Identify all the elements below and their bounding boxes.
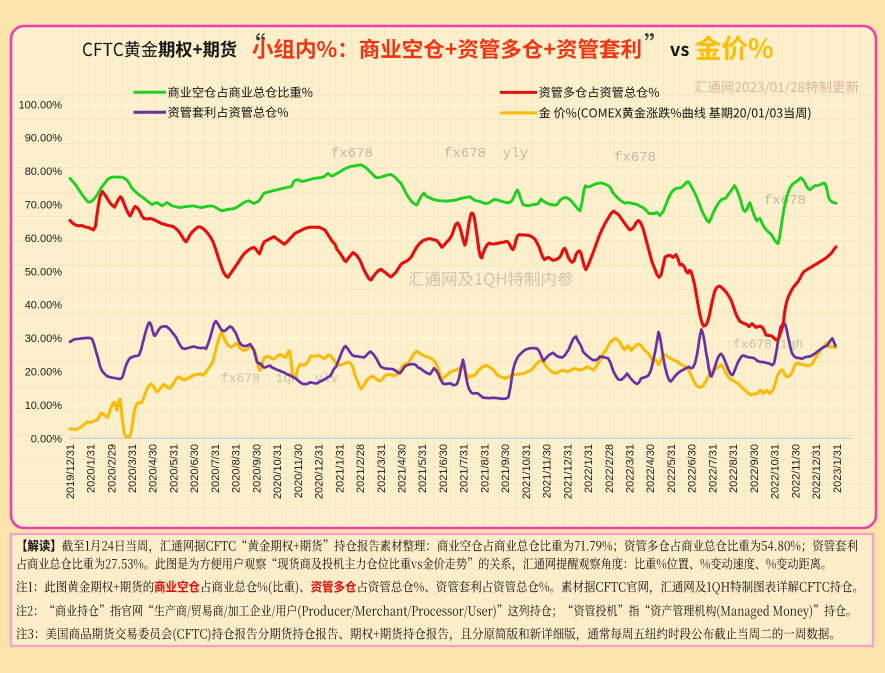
svg-text:2022/1/31: 2022/1/31 bbox=[583, 444, 595, 493]
svg-text:2021/3/31: 2021/3/31 bbox=[376, 444, 388, 493]
svg-text:10.00%: 10.00% bbox=[25, 400, 63, 412]
svg-text:2020/4/30: 2020/4/30 bbox=[148, 444, 160, 493]
svg-text:2020/9/30: 2020/9/30 bbox=[251, 444, 263, 493]
svg-text:2021/5/31: 2021/5/31 bbox=[417, 444, 429, 493]
svg-text:2021/2/28: 2021/2/28 bbox=[355, 444, 367, 493]
svg-text:2021/4/30: 2021/4/30 bbox=[397, 444, 409, 493]
svg-text:2021/1/31: 2021/1/31 bbox=[334, 444, 346, 493]
svg-text:2022/4/30: 2022/4/30 bbox=[645, 444, 657, 493]
svg-text:2023/1/31: 2023/1/31 bbox=[832, 444, 844, 493]
svg-text:2022/9/30: 2022/9/30 bbox=[749, 444, 761, 493]
svg-text:30.00%: 30.00% bbox=[25, 333, 63, 345]
svg-text:fx678: fx678 bbox=[614, 150, 656, 166]
svg-text:2022/10/31: 2022/10/31 bbox=[770, 444, 782, 499]
svg-text:2022/5/31: 2022/5/31 bbox=[666, 444, 678, 493]
svg-text:20.00%: 20.00% bbox=[25, 367, 63, 379]
svg-text:2020/6/30: 2020/6/30 bbox=[189, 444, 201, 493]
svg-text:2022/11/30: 2022/11/30 bbox=[790, 444, 802, 498]
svg-text:2020/2/29: 2020/2/29 bbox=[106, 444, 118, 493]
svg-text:2022/12/31: 2022/12/31 bbox=[811, 444, 823, 499]
svg-text:2022/6/30: 2022/6/30 bbox=[687, 444, 699, 493]
svg-text:fx678: fx678 bbox=[331, 146, 373, 162]
svg-text:2021/8/31: 2021/8/31 bbox=[479, 444, 491, 493]
svg-text:2020/5/31: 2020/5/31 bbox=[169, 444, 181, 493]
svg-text:2019/12/31: 2019/12/31 bbox=[65, 444, 77, 499]
svg-text:40.00%: 40.00% bbox=[25, 300, 63, 312]
svg-text:2021/9/30: 2021/9/30 bbox=[500, 444, 512, 493]
svg-text:fx678 1qh: fx678 1qh bbox=[733, 337, 803, 352]
svg-text:fx678 yly: fx678 yly bbox=[444, 146, 528, 162]
svg-text:2021/7/31: 2021/7/31 bbox=[459, 444, 471, 493]
svg-text:2020/10/31: 2020/10/31 bbox=[272, 444, 284, 499]
svg-text:100.00%: 100.00% bbox=[19, 99, 63, 111]
svg-text:90.00%: 90.00% bbox=[25, 133, 63, 145]
svg-text:80.00%: 80.00% bbox=[25, 166, 63, 178]
svg-text:2021/10/31: 2021/10/31 bbox=[521, 444, 533, 499]
svg-text:2020/1/31: 2020/1/31 bbox=[86, 444, 98, 493]
svg-text:2020/7/31: 2020/7/31 bbox=[210, 444, 222, 493]
svg-text:fx678 1qh ylv: fx678 1qh ylv bbox=[221, 371, 338, 386]
svg-text:2020/11/30: 2020/11/30 bbox=[293, 444, 305, 498]
svg-text:2021/12/31: 2021/12/31 bbox=[562, 444, 574, 499]
svg-text:2022/2/28: 2022/2/28 bbox=[604, 444, 616, 493]
svg-text:2020/8/31: 2020/8/31 bbox=[231, 444, 243, 493]
svg-text:2021/6/30: 2021/6/30 bbox=[438, 444, 450, 493]
svg-text:2021/11/30: 2021/11/30 bbox=[542, 444, 554, 498]
svg-text:60.00%: 60.00% bbox=[25, 233, 63, 245]
svg-text:50.00%: 50.00% bbox=[25, 266, 63, 278]
svg-text:2022/7/31: 2022/7/31 bbox=[707, 444, 719, 493]
svg-text:2020/12/31: 2020/12/31 bbox=[314, 444, 326, 499]
svg-text:2022/3/31: 2022/3/31 bbox=[625, 444, 637, 493]
svg-text:2020/3/31: 2020/3/31 bbox=[127, 444, 139, 493]
svg-text:70.00%: 70.00% bbox=[25, 200, 63, 212]
svg-text:0.00%: 0.00% bbox=[31, 433, 62, 445]
svg-text:2022/8/31: 2022/8/31 bbox=[728, 444, 740, 493]
